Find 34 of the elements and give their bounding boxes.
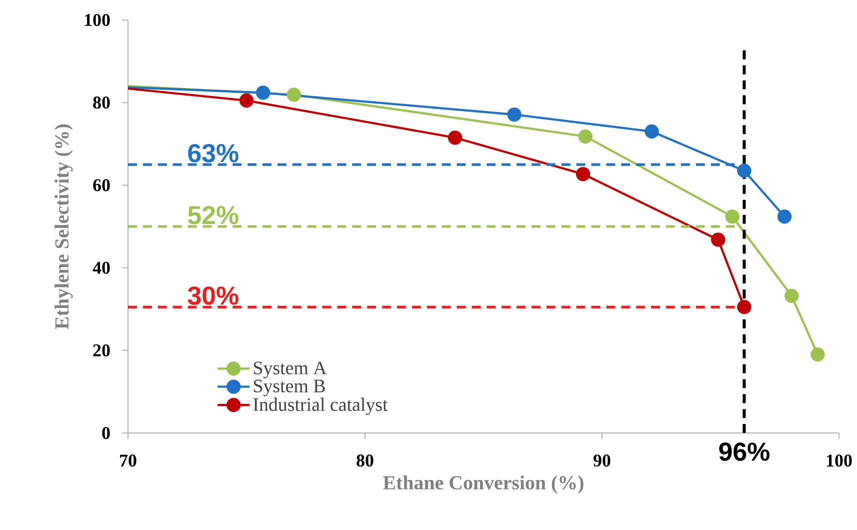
x-tick-label: 90: [594, 454, 610, 467]
point: [725, 209, 740, 224]
x-tick-label: 100: [826, 454, 852, 467]
legend-label: Industrial catalyst: [253, 398, 388, 415]
annotation: 63%: [188, 144, 238, 162]
point: [256, 86, 270, 100]
y-tick-label: 0: [102, 426, 110, 440]
legend-label: System B: [254, 380, 325, 396]
y-tick-label: 20: [93, 344, 110, 356]
y-tick-label: 60: [93, 179, 110, 192]
y-tick-label: 40: [92, 262, 110, 274]
x-tick-label: 70: [120, 454, 136, 467]
point: [286, 88, 301, 102]
point: [644, 124, 659, 139]
point: [578, 129, 593, 144]
annotation: 30%: [188, 286, 238, 305]
point: [784, 288, 799, 303]
point: [711, 232, 726, 247]
y-tick-label: 80: [93, 96, 110, 109]
point: [507, 107, 522, 122]
ref-line-label: 96%: [719, 442, 770, 461]
x-axis-title: Ethane Conversion (%): [383, 475, 584, 494]
point: [810, 347, 825, 362]
legend-label: System A: [254, 362, 327, 378]
point: [239, 93, 254, 108]
point: [777, 209, 792, 224]
point: [737, 164, 752, 178]
x-tick-label: 80: [356, 454, 374, 467]
point: [448, 130, 462, 145]
point: [737, 300, 752, 314]
y-tick-label: 100: [85, 14, 110, 26]
y-axis-title: Ethylene Selectivity (%): [54, 124, 73, 330]
point: [576, 166, 590, 182]
annotation: 52%: [188, 206, 238, 224]
